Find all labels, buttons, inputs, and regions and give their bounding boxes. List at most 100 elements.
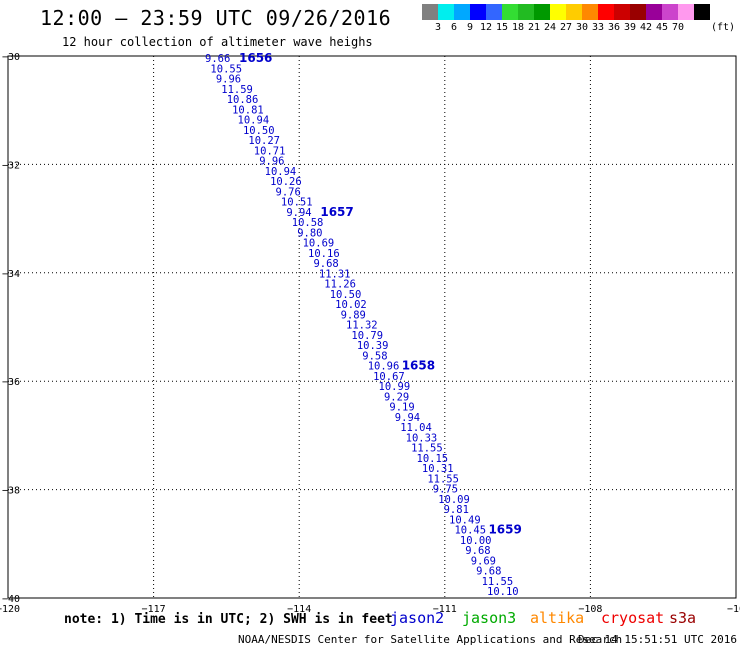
time-label: 1658 (402, 359, 435, 373)
swh-value: 9.94 (395, 412, 420, 424)
swh-value: 10.16 (308, 248, 340, 260)
y-tick-label: −38 (2, 486, 20, 497)
legend-label: 9 (466, 22, 474, 33)
swh-value: 9.29 (384, 391, 409, 403)
x-tick-label: −108 (578, 604, 602, 615)
legend-swatch (486, 4, 502, 20)
legend-label: 18 (511, 22, 525, 33)
legend-swatch (614, 4, 630, 20)
satellite-cryosat: cryosat (601, 609, 665, 627)
swh-value: 9.68 (313, 258, 338, 270)
legend-swatch (598, 4, 614, 20)
swh-value: 11.26 (324, 279, 356, 291)
y-tick-label: −40 (2, 594, 20, 605)
satellite-jason3: jason3 (462, 609, 517, 627)
swh-value: 10.50 (330, 289, 362, 301)
legend-swatch (518, 4, 534, 20)
satellite-s3a: s3a (669, 609, 697, 627)
legend-swatch (502, 4, 518, 20)
legend-swatch (534, 4, 550, 20)
swh-value: 10.15 (417, 453, 449, 465)
swh-value: 10.49 (449, 514, 481, 526)
swh-value: 10.58 (292, 217, 324, 229)
legend-label: 27 (559, 22, 573, 33)
footer-note: note: 1) Time is in UTC; 2) SWH is in fe… (64, 612, 393, 627)
map-subtitle: 12 hour collection of altimeter wave hei… (62, 35, 373, 49)
legend-swatch (630, 4, 646, 20)
satellite-jason2: jason2 (390, 609, 445, 627)
swh-value: 9.69 (471, 555, 496, 567)
swh-value: 11.55 (411, 443, 443, 455)
legend-swatch (438, 4, 454, 20)
y-tick-label: −36 (2, 377, 20, 388)
legend-swatch (454, 4, 470, 20)
swh-value: 10.31 (422, 463, 454, 475)
x-tick-label: −117 (142, 604, 166, 615)
legend-unit: (ft) (711, 22, 736, 33)
swh-value: 10.96 (368, 361, 400, 373)
x-tick-label: −10 (727, 604, 740, 615)
swh-value: 10.69 (303, 238, 335, 250)
swh-value: 9.58 (362, 350, 387, 362)
legend-label: 6 (450, 22, 458, 33)
legend-label: 45 (655, 22, 669, 33)
swh-value: 10.79 (351, 330, 383, 342)
swh-value: 10.71 (254, 145, 286, 157)
legend-swatch (662, 4, 678, 20)
swh-value: 10.67 (373, 371, 405, 383)
credit-text: NOAA/NESDIS Center for Satellite Applica… (238, 633, 623, 646)
legend-label: 36 (607, 22, 621, 33)
legend-swatch (694, 4, 710, 20)
x-tick-label: −120 (0, 604, 20, 615)
swh-value: 10.45 (454, 525, 486, 537)
swh-value: 9.19 (389, 402, 414, 414)
legend-label: 12 (479, 22, 493, 33)
swh-value: 10.55 (210, 63, 242, 75)
swh-value: 10.86 (227, 94, 259, 106)
time-label: 1656 (239, 51, 272, 65)
swh-value: 9.68 (465, 545, 490, 557)
timestamp: Dec 14 15:51:51 UTC 2016 (578, 633, 737, 646)
legend-label: 15 (495, 22, 509, 33)
legend-label: 21 (527, 22, 541, 33)
swh-value: 10.94 (238, 115, 270, 127)
swh-value: 10.10 (487, 586, 519, 598)
swh-value: 9.96 (216, 74, 241, 86)
legend-label: 39 (623, 22, 637, 33)
legend-swatch (582, 4, 598, 20)
swh-value: 10.39 (357, 340, 389, 352)
plot-frame (7, 55, 737, 599)
time-label: 1657 (320, 205, 353, 219)
swh-value: 11.31 (319, 268, 351, 280)
satellite-altika: altika (530, 609, 585, 627)
x-tick-label: −111 (433, 604, 457, 615)
swh-value: 10.00 (460, 535, 492, 547)
swh-value: 11.59 (221, 84, 253, 96)
swh-value: 10.33 (406, 432, 438, 444)
swh-value: 10.99 (379, 381, 411, 393)
legend-swatch (566, 4, 582, 20)
swh-value: 10.51 (281, 197, 313, 209)
swh-value: 9.94 (286, 207, 311, 219)
swh-value: 10.27 (248, 135, 280, 147)
swh-value: 9.75 (433, 484, 458, 496)
swh-value: 10.50 (243, 125, 275, 137)
legend-swatch (422, 4, 438, 20)
swh-value: 11.32 (346, 320, 378, 332)
legend-label: 70 (671, 22, 685, 33)
y-tick-label: −34 (2, 269, 20, 280)
swh-value: 9.80 (297, 227, 322, 239)
legend-swatch (678, 4, 694, 20)
swh-value: 10.02 (335, 299, 367, 311)
swh-value: 9.76 (276, 186, 301, 198)
legend-swatch (550, 4, 566, 20)
swh-value: 11.55 (482, 576, 514, 588)
legend-swatch (646, 4, 662, 20)
swh-value: 9.66 (205, 53, 230, 65)
swh-value: 9.81 (444, 504, 469, 516)
swh-value: 11.55 (427, 473, 459, 485)
time-label: 1659 (488, 523, 521, 537)
swh-value: 10.09 (438, 494, 470, 506)
swh-value: 11.04 (400, 422, 432, 434)
